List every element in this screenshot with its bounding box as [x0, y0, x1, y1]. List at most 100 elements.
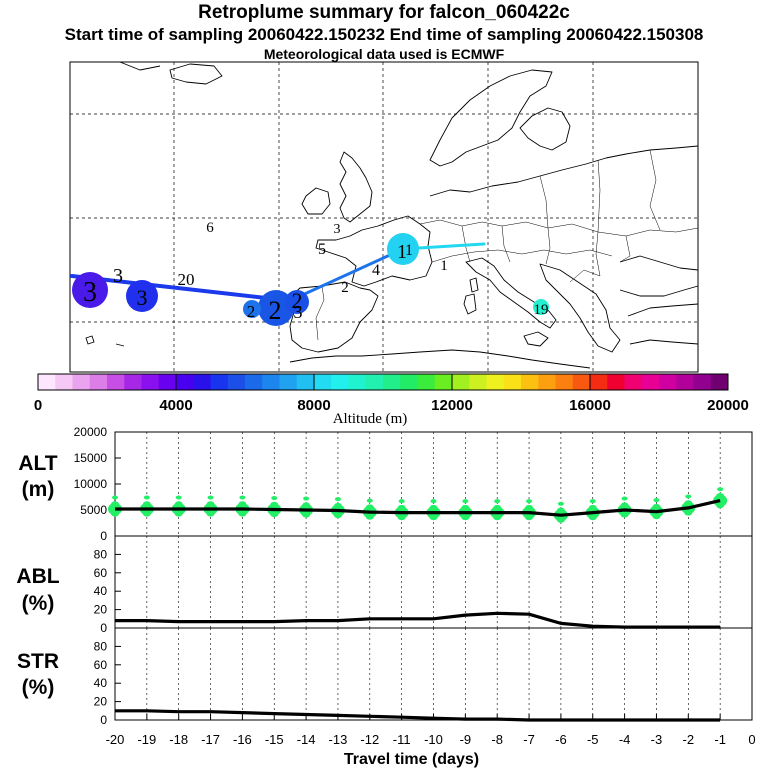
ensemble-point — [333, 512, 342, 519]
map-frame — [69, 61, 699, 373]
x-tick-label: -6 — [555, 732, 567, 747]
colorbar-cell — [38, 374, 56, 390]
series-line-alt — [115, 499, 721, 517]
ensemble-point — [556, 516, 565, 523]
y-tick-label: 80 — [94, 639, 108, 653]
ensemble-points — [108, 487, 728, 523]
ensemble-point — [333, 502, 342, 509]
figure-title: Retroplume summary for falcon_060422c — [198, 2, 570, 23]
ensemble-point — [174, 510, 183, 517]
ensemble-point — [206, 510, 215, 517]
colorbar-cell — [434, 374, 453, 390]
y-tick-label: 20 — [94, 603, 108, 617]
plume-circle — [72, 272, 108, 308]
country-borders — [315, 149, 699, 341]
colorbar-tick-label: 8000 — [297, 397, 330, 414]
colorbar-tick-labels: 0 4000 8000 12000 16000 20000 — [34, 374, 749, 414]
panel-label: (%) — [22, 676, 55, 699]
ensemble-point — [207, 495, 214, 500]
sampling-times: Start time of sampling 20060422.150232 E… — [64, 25, 704, 44]
colorbar-cell — [659, 374, 677, 390]
ensemble-point — [557, 501, 564, 506]
ensemble-point — [652, 503, 661, 510]
ensemble-point — [461, 514, 470, 521]
panel-label: ABL — [16, 565, 59, 588]
ensemble-point — [652, 513, 661, 520]
map-plume-label: 2 — [269, 296, 282, 325]
panel-label: (%) — [22, 592, 55, 615]
plume-circle — [126, 280, 158, 312]
colorbar-cell — [572, 374, 591, 390]
ensemble-point — [238, 510, 247, 517]
map-plume-label: 2 — [247, 302, 256, 321]
map-plume-label: 6 — [206, 220, 214, 236]
series-line-abl — [115, 611, 721, 629]
altitude-colorbar — [37, 373, 729, 391]
map-plume-label: 1 — [440, 258, 448, 274]
ensemble-point — [588, 504, 597, 511]
ensemble-point — [366, 498, 373, 503]
colorbar-cell — [710, 374, 729, 390]
colorbar-tick-label: 0 — [34, 397, 42, 414]
ensemble-point — [620, 511, 629, 518]
ensemble-point — [238, 501, 247, 508]
ensemble-point — [525, 504, 534, 511]
ensemble-point — [175, 495, 182, 500]
ensemble-point — [588, 514, 597, 521]
ensemble-point — [365, 513, 374, 520]
x-tick-label: -16 — [233, 732, 252, 747]
plume-circle — [533, 299, 549, 315]
ensemble-point — [653, 498, 660, 503]
y-tick-label: 0 — [100, 621, 107, 635]
colorbar-cell — [417, 374, 436, 390]
colorbar-cell — [693, 374, 712, 390]
ensemble-point — [716, 502, 725, 509]
ensemble-point — [430, 499, 437, 504]
ensemble-point — [684, 500, 693, 507]
ensemble-point — [271, 496, 278, 501]
x-tick-label: -19 — [137, 732, 156, 747]
x-tick-label: -1 — [714, 732, 726, 747]
ensemble-point — [303, 496, 310, 501]
ensemble-point — [302, 502, 311, 509]
y-tick-label: 60 — [94, 566, 108, 580]
colorbar-cell — [538, 374, 556, 390]
map-plume-label: 3 — [113, 265, 123, 287]
series-line-str — [115, 709, 721, 722]
colorbar-cell — [124, 374, 142, 390]
map-plume-label: 3 — [294, 302, 303, 322]
colorbar-cell — [72, 374, 91, 390]
colorbar-cell — [521, 374, 539, 390]
ensemble-point — [111, 510, 119, 517]
x-tick-label: -11 — [393, 732, 411, 747]
x-tick-label: 0 — [748, 732, 755, 747]
map-plume-label: 3 — [334, 222, 341, 237]
colorbar-cell — [245, 374, 263, 390]
x-tick-label: -4 — [619, 732, 631, 747]
colorbar-cell — [624, 374, 643, 390]
colorbar-cell — [158, 374, 177, 390]
track-segment — [296, 247, 405, 299]
ensemble-point — [620, 502, 629, 509]
y-tick-label: 20 — [94, 695, 108, 709]
colorbar-cell — [89, 374, 108, 390]
ensemble-point — [525, 514, 534, 521]
ensemble-point — [174, 501, 183, 508]
panel-str: 0 20 40 60 80 STR (%) — [17, 627, 753, 727]
colorbar-cell — [314, 374, 332, 390]
y-tick-label: 20000 — [74, 425, 108, 439]
y-tick-label: 60 — [94, 658, 108, 672]
colorbar-tick-label: 20000 — [707, 397, 749, 414]
colorbar-cell — [348, 374, 367, 390]
colorbar-cell — [227, 374, 246, 390]
map-plume-label: 2 — [292, 288, 303, 313]
colorbar-cell — [176, 374, 194, 390]
x-tick-label: -5 — [587, 732, 599, 747]
plume-circle — [285, 290, 309, 314]
colorbar-cell — [107, 374, 125, 390]
plume-circle — [243, 300, 261, 318]
ensemble-point — [684, 509, 693, 516]
colorbar-tick-label: 16000 — [569, 397, 611, 414]
ensemble-point — [142, 510, 151, 517]
